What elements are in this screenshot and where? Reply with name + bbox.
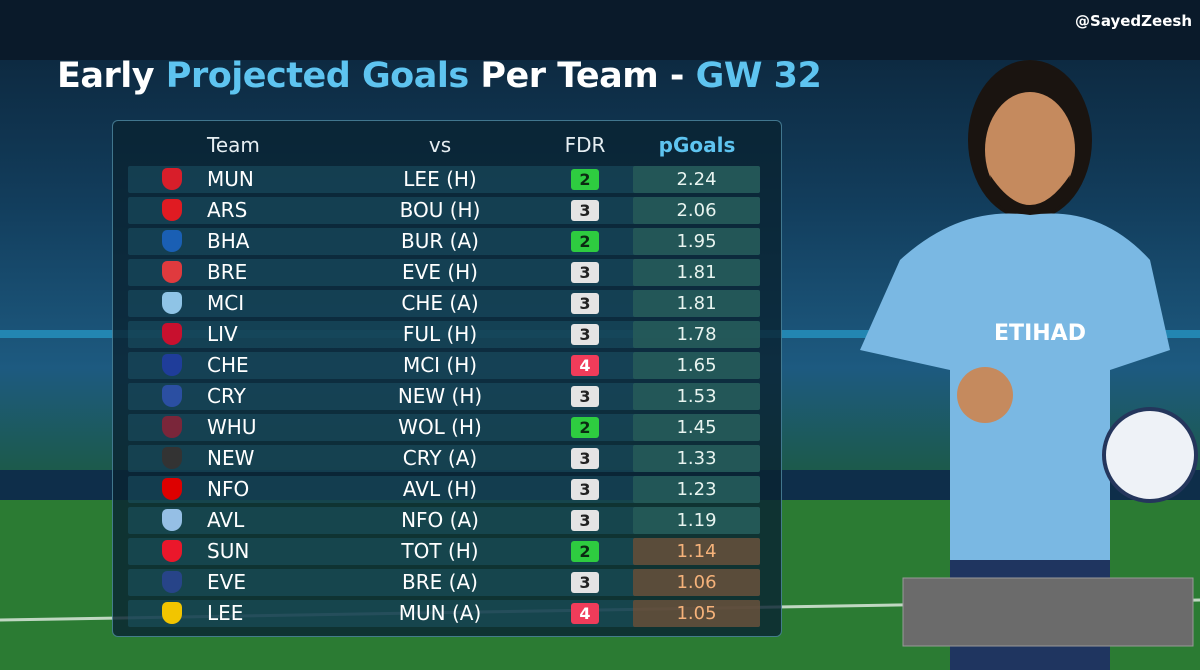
opponent: MUN (A) <box>398 601 482 625</box>
opponent: BOU (H) <box>399 198 481 222</box>
player-illustration: ETIHAD <box>860 60 1198 670</box>
opponent: TOT (H) <box>401 539 479 563</box>
team-crest <box>162 447 182 469</box>
projected-goals: 1.33 <box>633 445 760 472</box>
title-part: Per Team - <box>468 56 696 96</box>
opponent: BUR (A) <box>401 229 479 253</box>
team-name: CHE <box>207 353 249 377</box>
fdr-badge: 2 <box>571 541 599 562</box>
team-crest <box>162 199 182 221</box>
team-name: SUN <box>207 539 250 563</box>
projected-goals: 1.78 <box>633 321 760 348</box>
opponent: EVE (H) <box>402 260 478 284</box>
fdr-badge: 3 <box>571 386 599 407</box>
team-crest <box>162 385 182 407</box>
projected-goals: 2.06 <box>633 197 760 224</box>
projected-goals: 1.53 <box>633 383 760 410</box>
author-handle: @SayedZeesh <box>1075 12 1192 30</box>
projected-goals: 1.19 <box>633 507 760 534</box>
team-name: AVL <box>207 508 245 532</box>
fdr-badge: 3 <box>571 262 599 283</box>
team-name: LIV <box>207 322 238 346</box>
team-name: WHU <box>207 415 257 439</box>
team-name: NEW <box>207 446 255 470</box>
team-crest <box>162 261 182 283</box>
team-name: MCI <box>207 291 245 315</box>
team-name: LEE <box>207 601 244 625</box>
team-crest <box>162 571 182 593</box>
team-crest <box>162 540 182 562</box>
column-header: Team <box>207 133 260 157</box>
title-part: Early <box>57 56 166 96</box>
team-name: BRE <box>207 260 248 284</box>
fdr-badge: 3 <box>571 448 599 469</box>
projected-goals: 1.23 <box>633 476 760 503</box>
team-name: BHA <box>207 229 250 253</box>
opponent: NEW (H) <box>397 384 483 408</box>
team-crest <box>162 168 182 190</box>
team-crest <box>162 354 182 376</box>
projected-goals: 1.65 <box>633 352 760 379</box>
fdr-badge: 3 <box>571 572 599 593</box>
opponent: CRY (A) <box>402 446 478 470</box>
fdr-badge: 2 <box>571 417 599 438</box>
opponent: AVL (H) <box>402 477 478 501</box>
fdr-badge: 4 <box>571 355 599 376</box>
svg-text:ETIHAD: ETIHAD <box>994 321 1086 346</box>
fdr-badge: 2 <box>571 231 599 252</box>
title-part: GW 32 <box>695 56 822 96</box>
title: Early Projected Goals Per Team - GW 32 <box>57 56 822 96</box>
team-name: CRY <box>207 384 246 408</box>
projected-goals: 1.95 <box>633 228 760 255</box>
projected-goals: 2.24 <box>633 166 760 193</box>
title-part: Projected Goals <box>165 56 469 96</box>
fdr-badge: 3 <box>571 200 599 221</box>
projected-goals: 1.14 <box>633 538 760 565</box>
opponent: WOL (H) <box>398 415 482 439</box>
team-crest <box>162 509 182 531</box>
projected-goals: 1.06 <box>633 569 760 596</box>
opponent: CHE (A) <box>401 291 479 315</box>
team-crest <box>162 416 182 438</box>
team-crest <box>162 323 182 345</box>
team-name: MUN <box>207 167 254 191</box>
team-name: EVE <box>207 570 246 594</box>
fdr-badge: 2 <box>571 169 599 190</box>
team-crest <box>162 478 182 500</box>
column-header: pGoals <box>658 133 736 157</box>
column-header: FDR <box>564 133 606 157</box>
opponent: NFO (A) <box>401 508 479 532</box>
opponent: FUL (H) <box>402 322 478 346</box>
column-header: vs <box>428 133 452 157</box>
team-name: ARS <box>207 198 248 222</box>
projected-goals: 1.81 <box>633 259 760 286</box>
team-name: NFO <box>207 477 250 501</box>
team-crest <box>162 230 182 252</box>
projected-goals: 1.81 <box>633 290 760 317</box>
team-crest <box>162 292 182 314</box>
opponent: LEE (H) <box>403 167 477 191</box>
projected-goals: 1.05 <box>633 600 760 627</box>
opponent: MCI (H) <box>402 353 478 377</box>
fdr-badge: 3 <box>571 510 599 531</box>
opponent: BRE (A) <box>402 570 478 594</box>
team-crest <box>162 602 182 624</box>
fdr-badge: 4 <box>571 603 599 624</box>
fdr-badge: 3 <box>571 479 599 500</box>
fdr-badge: 3 <box>571 324 599 345</box>
fdr-badge: 3 <box>571 293 599 314</box>
projected-goals: 1.45 <box>633 414 760 441</box>
